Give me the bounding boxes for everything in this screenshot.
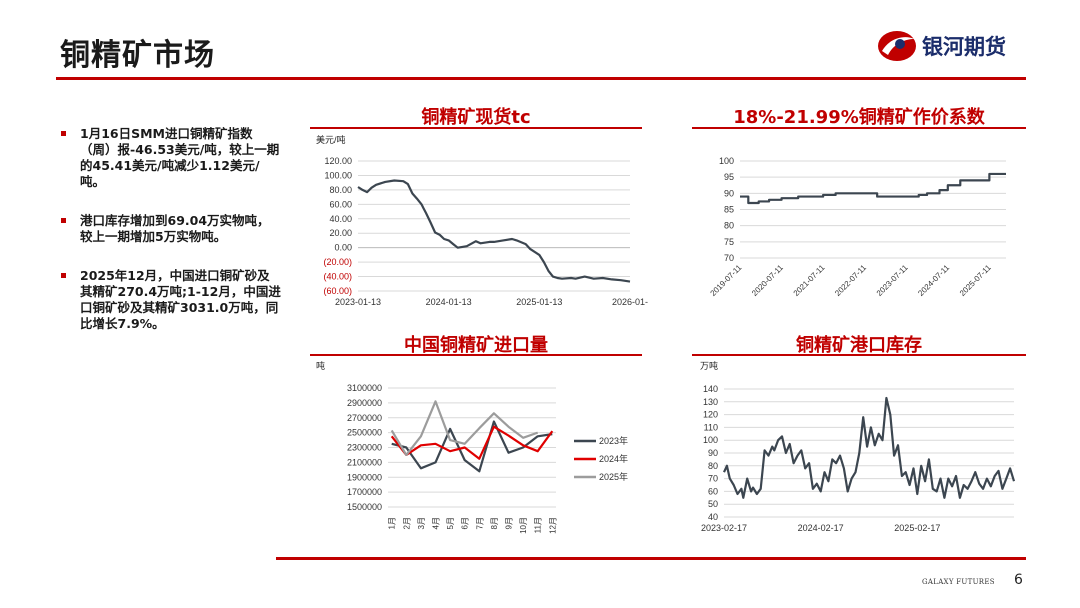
x-tick-label: 6月 bbox=[461, 517, 470, 529]
unit-label: 美元/吨 bbox=[316, 134, 346, 145]
y-tick-label: 80 bbox=[708, 461, 718, 471]
unit-label: 万吨 bbox=[700, 360, 718, 371]
bullet-item: 港口库存增加到69.04万实物吨，较上一期增加5万实物吨。 bbox=[60, 213, 282, 245]
series-line-imports-2 bbox=[390, 400, 539, 456]
y-tick-label: 90 bbox=[708, 448, 718, 458]
x-tick-label: 1月 bbox=[388, 517, 397, 529]
x-tick-label: 3月 bbox=[417, 517, 426, 529]
chart-rule-pricing bbox=[692, 127, 1026, 129]
chart-title-pricing: 18%-21.99%铜精矿作价系数 bbox=[733, 107, 985, 128]
y-tick-label: 100 bbox=[703, 435, 718, 445]
bullet-item: 2025年12月，中国进口铜矿砂及其精矿270.4万吨;1-12月，中国进口铜矿… bbox=[60, 268, 282, 332]
x-tick-label: 2024-02-17 bbox=[798, 523, 844, 533]
x-tick-label: 2024-07-11 bbox=[916, 263, 951, 298]
chart-rule-tc bbox=[310, 127, 642, 129]
footer-rule bbox=[276, 557, 1026, 560]
chart-rule-inventory bbox=[692, 354, 1026, 356]
y-tick-label: 120.00 bbox=[324, 156, 352, 166]
legend-label: 2025年 bbox=[599, 471, 628, 482]
y-tick-label: 2900000 bbox=[347, 398, 382, 408]
x-tick-label: 5月 bbox=[446, 517, 455, 529]
y-tick-label: 110 bbox=[704, 422, 718, 432]
y-tick-label: 80 bbox=[724, 221, 734, 231]
y-tick-label: 2100000 bbox=[347, 457, 382, 467]
x-tick-label: 9月 bbox=[505, 517, 514, 529]
unit-label: 吨 bbox=[316, 360, 325, 371]
x-tick-label: 4月 bbox=[431, 517, 440, 529]
series-line-pricing-0 bbox=[740, 172, 1006, 205]
y-tick-label: 1500000 bbox=[347, 502, 382, 512]
x-tick-label: 2024-01-13 bbox=[426, 297, 472, 307]
chart-title-inventory: 铜精矿港口库存 bbox=[796, 335, 922, 356]
x-tick-label: 2025-01-13 bbox=[516, 297, 562, 307]
y-tick-label: 100.00 bbox=[324, 170, 352, 180]
x-tick-label: 2026-01- bbox=[612, 297, 648, 307]
y-tick-label: 60.00 bbox=[329, 199, 352, 209]
y-tick-label: 60 bbox=[708, 486, 718, 496]
page-title: 铜精矿市场 bbox=[60, 38, 215, 73]
y-tick-label: 85 bbox=[724, 205, 734, 215]
y-tick-label: 40.00 bbox=[329, 214, 352, 224]
series-line-imports-1 bbox=[390, 425, 554, 460]
y-tick-label: 20.00 bbox=[329, 228, 352, 238]
y-tick-label: 1900000 bbox=[347, 472, 382, 482]
y-tick-label: 2300000 bbox=[347, 443, 382, 453]
y-tick-label: 140 bbox=[703, 384, 718, 394]
chart-rule-imports bbox=[310, 354, 642, 356]
x-tick-label: 10月 bbox=[519, 517, 528, 534]
x-tick-label: 2025-02-17 bbox=[894, 523, 940, 533]
x-tick-label: 7月 bbox=[475, 517, 484, 529]
y-tick-label: (40.00) bbox=[323, 272, 352, 282]
y-tick-label: 2700000 bbox=[347, 413, 382, 423]
x-tick-label: 2021-07-11 bbox=[792, 263, 827, 298]
company-logo: 银河期货 bbox=[876, 28, 1006, 64]
bullet-item: 1月16日SMM进口铜精矿指数（周）报-46.53美元/吨，较上一期的45.41… bbox=[60, 126, 282, 190]
x-tick-label: 2019-07-11 bbox=[709, 263, 744, 298]
header-rule bbox=[56, 77, 1026, 80]
series-line-tc-0 bbox=[357, 179, 631, 283]
y-tick-label: (20.00) bbox=[323, 257, 352, 267]
series-line-inventory-0 bbox=[722, 396, 1016, 499]
y-tick-label: 90 bbox=[724, 188, 734, 198]
y-tick-label: 40 bbox=[708, 512, 718, 522]
x-tick-label: 8月 bbox=[490, 517, 499, 529]
x-tick-label: 2022-07-11 bbox=[833, 263, 868, 298]
galaxy-logo-icon bbox=[878, 31, 916, 61]
y-tick-label: 120 bbox=[703, 410, 718, 420]
chart-title-tc: 铜精矿现货tc bbox=[421, 107, 531, 128]
x-tick-label: 2023-01-13 bbox=[335, 297, 381, 307]
legend-label: 2024年 bbox=[599, 453, 628, 464]
x-tick-label: 11月 bbox=[534, 517, 543, 533]
page-number: 6 bbox=[1014, 572, 1023, 588]
legend-label: 2023年 bbox=[599, 435, 628, 446]
x-tick-label: 2月 bbox=[402, 517, 411, 529]
y-tick-label: 70 bbox=[708, 474, 718, 484]
chart-title-imports: 中国铜精矿进口量 bbox=[404, 335, 548, 356]
x-tick-label: 12月 bbox=[548, 517, 557, 534]
logo-text: 银河期货 bbox=[922, 35, 1006, 59]
bullet-list: 1月16日SMM进口铜精矿指数（周）报-46.53美元/吨，较上一期的45.41… bbox=[60, 126, 282, 355]
y-tick-label: 50 bbox=[708, 499, 718, 509]
y-tick-label: 1700000 bbox=[347, 487, 382, 497]
x-tick-label: 2023-07-11 bbox=[875, 263, 910, 298]
x-tick-label: 2020-07-11 bbox=[750, 263, 785, 298]
x-tick-label: 2025-07-11 bbox=[958, 263, 993, 298]
y-tick-label: 100 bbox=[719, 156, 734, 166]
y-tick-label: 3100000 bbox=[347, 383, 382, 393]
y-tick-label: 95 bbox=[724, 172, 734, 182]
y-tick-label: 70 bbox=[724, 253, 734, 263]
x-tick-label: 2023-02-17 bbox=[701, 523, 747, 533]
footer-brand: GALAXY FUTURES bbox=[922, 578, 995, 586]
y-tick-label: (60.00) bbox=[323, 286, 352, 296]
y-tick-label: 130 bbox=[703, 397, 718, 407]
y-tick-label: 75 bbox=[724, 237, 734, 247]
y-tick-label: 2500000 bbox=[347, 428, 382, 438]
y-tick-label: 80.00 bbox=[329, 185, 352, 195]
y-tick-label: 0.00 bbox=[334, 243, 352, 253]
